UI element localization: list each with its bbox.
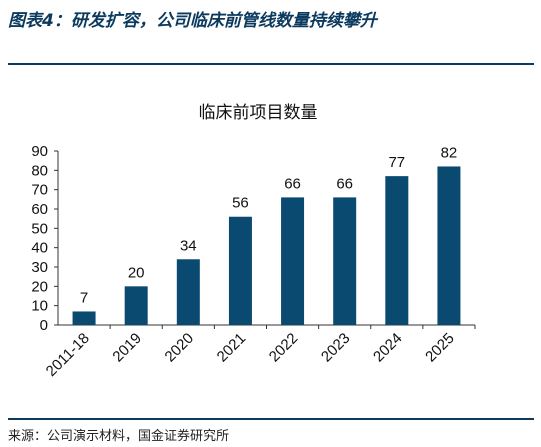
y-axis: 0 10 20 30 40 50 60 70 80 90 xyxy=(31,143,59,334)
data-label: 20 xyxy=(128,264,145,281)
bar xyxy=(124,286,148,325)
x-tick-label: 2021 xyxy=(214,330,250,366)
y-tick-label: 10 xyxy=(31,298,48,315)
y-tick-label: 30 xyxy=(31,259,48,276)
data-label: 66 xyxy=(336,175,353,192)
x-tick-label: 2025 xyxy=(422,330,458,366)
x-tick-label: 2023 xyxy=(318,330,354,366)
bar xyxy=(437,166,461,325)
x-tick-label: 2019 xyxy=(109,330,145,366)
y-tick-label: 20 xyxy=(31,278,48,295)
bar xyxy=(72,311,96,325)
bottom-divider xyxy=(8,418,534,420)
x-tick-label: 2024 xyxy=(370,330,406,366)
data-label: 34 xyxy=(180,237,197,254)
data-labels: 7 20 34 56 66 66 77 82 xyxy=(80,144,457,306)
source-note: 来源：公司演示材料，国金证券研究所 xyxy=(8,429,230,444)
y-tick-label: 50 xyxy=(31,220,48,237)
data-label: 56 xyxy=(232,195,249,212)
x-axis: 2011-18 2019 2020 2021 2022 2023 2024 2025 xyxy=(43,324,476,380)
bar xyxy=(228,216,252,325)
x-tick-label: 2011-18 xyxy=(43,330,93,380)
top-divider xyxy=(8,63,534,65)
y-tick-label: 40 xyxy=(31,240,48,257)
bar-series xyxy=(72,166,461,325)
data-label: 66 xyxy=(284,175,301,192)
y-tick-label: 70 xyxy=(31,182,48,199)
chart-title: 临床前项目数量 xyxy=(199,103,318,123)
bar xyxy=(281,197,305,325)
x-tick-label: 2022 xyxy=(266,330,302,366)
y-tick-label: 0 xyxy=(40,317,48,334)
y-tick-label: 60 xyxy=(31,201,48,218)
bar xyxy=(385,176,409,325)
y-tick-label: 90 xyxy=(31,143,48,160)
bar xyxy=(333,197,357,325)
data-label: 82 xyxy=(441,144,458,161)
y-tick-label: 80 xyxy=(31,162,48,179)
figure-caption: 图表4：研发扩容，公司临床前管线数量持续攀升 xyxy=(8,11,377,31)
data-label: 7 xyxy=(80,289,88,306)
data-label: 77 xyxy=(388,154,405,171)
x-tick-label: 2020 xyxy=(162,330,198,366)
bar xyxy=(176,259,200,325)
